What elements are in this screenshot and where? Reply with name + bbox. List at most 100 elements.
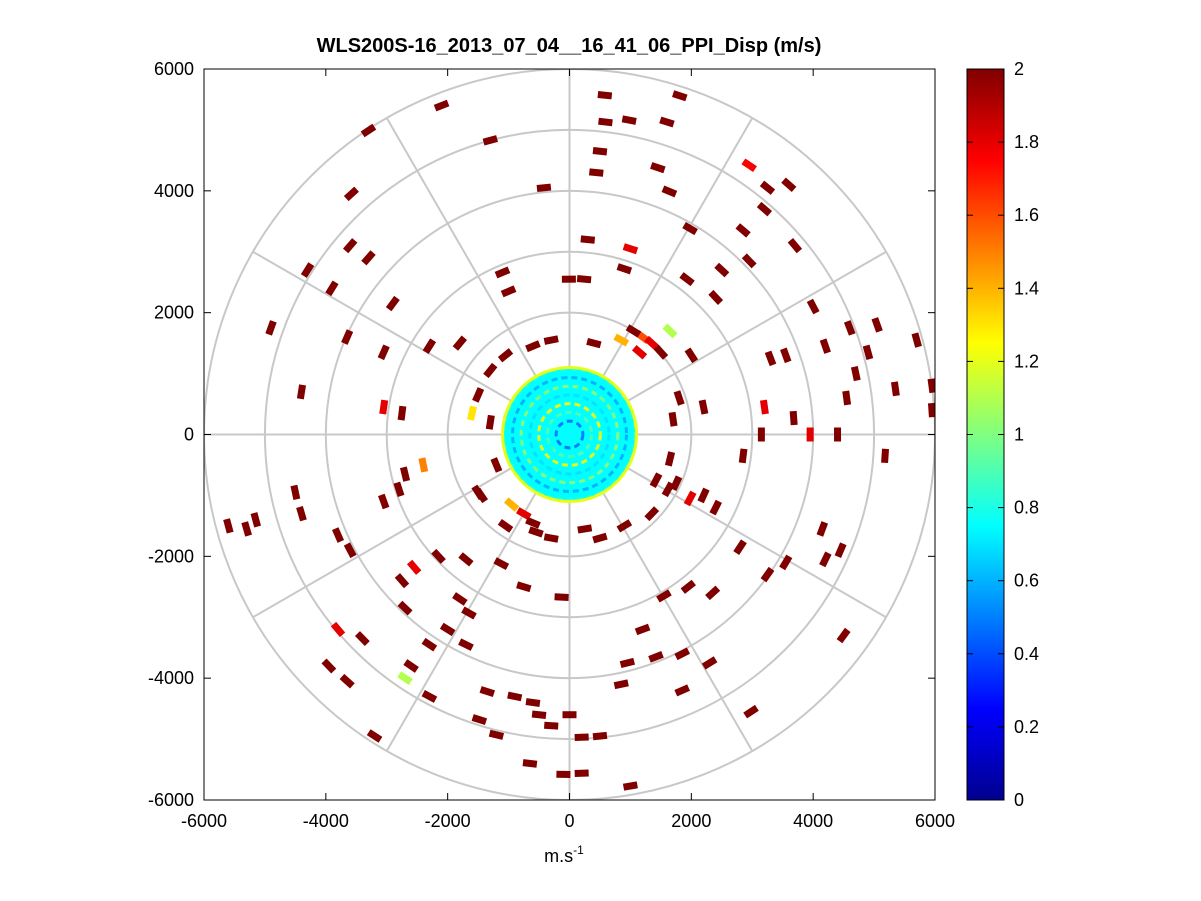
data-gate <box>648 651 664 663</box>
colorbar-tick-label: 0 <box>1014 790 1024 810</box>
data-gate <box>339 673 355 689</box>
data-gate <box>738 448 748 464</box>
data-gate <box>850 366 861 382</box>
data-gate <box>366 729 383 743</box>
data-gate <box>543 335 559 345</box>
data-gate <box>741 253 757 269</box>
colorbar-tick-label: 0.8 <box>1014 498 1039 518</box>
data-gate <box>708 289 724 305</box>
data-gate <box>421 690 438 703</box>
data-gate <box>586 337 602 349</box>
data-gate <box>806 298 820 315</box>
x-tick-label: -2000 <box>425 811 471 831</box>
data-gate <box>680 579 696 594</box>
data-gate <box>300 262 315 278</box>
data-gate <box>927 402 935 418</box>
data-gate <box>497 348 514 363</box>
colorbar <box>966 68 1005 801</box>
data-gate <box>890 381 900 397</box>
data-gate <box>756 201 773 217</box>
data-gate <box>743 704 759 719</box>
data-gate <box>592 147 608 156</box>
data-gate <box>394 573 410 589</box>
data-gate <box>911 332 922 348</box>
data-gate <box>406 559 422 575</box>
data-gate <box>360 123 377 138</box>
data-gate <box>787 238 803 254</box>
center-disc-ring <box>554 419 585 450</box>
data-gate <box>330 621 346 638</box>
data-gate <box>597 90 613 100</box>
data-gate <box>576 275 592 284</box>
colorbar-tick-label: 1.4 <box>1014 278 1039 298</box>
data-gate <box>644 506 660 522</box>
data-gate <box>653 344 669 360</box>
data-gate <box>580 235 596 244</box>
colorbar-tick-label: 0.6 <box>1014 571 1039 591</box>
data-gate <box>431 548 446 564</box>
data-gate <box>265 320 277 336</box>
data-gate <box>598 117 613 127</box>
colorbar-tick-label: 1.2 <box>1014 351 1039 371</box>
data-gate <box>471 484 485 501</box>
data-gate <box>290 484 301 500</box>
data-gate <box>525 516 541 529</box>
data-gate <box>759 180 776 195</box>
data-gate <box>668 411 678 427</box>
y-tick-label: -2000 <box>148 546 194 566</box>
data-gate <box>842 390 852 406</box>
data-gate <box>806 427 814 442</box>
data-gate <box>378 493 390 510</box>
x-axis: -6000 -4000 -2000 0 2000 4000 6000 <box>181 69 955 831</box>
data-gate <box>592 731 608 741</box>
x-axis-label-main: m.s <box>544 846 573 866</box>
data-gate <box>674 647 691 661</box>
data-gate <box>683 490 697 507</box>
colorbar-tick-label: 0.4 <box>1014 644 1039 664</box>
y-tick-label: -6000 <box>148 790 194 810</box>
data-gate <box>709 499 722 516</box>
data-gate <box>616 519 633 533</box>
y-tick-label: 2000 <box>154 303 194 323</box>
data-gate <box>684 347 699 364</box>
data-gate <box>698 399 709 415</box>
data-gate <box>516 507 532 521</box>
data-gate <box>780 347 792 364</box>
data-gate <box>458 638 474 651</box>
data-gate <box>554 593 569 601</box>
data-gate <box>682 222 698 236</box>
x-tick-label: -4000 <box>303 811 349 831</box>
data-gate <box>397 600 413 616</box>
data-gate <box>385 295 400 312</box>
data-gate <box>862 344 874 360</box>
data-gate <box>661 185 678 198</box>
x-tick-label: 0 <box>564 811 574 831</box>
data-gate <box>631 345 648 360</box>
data-gate <box>399 466 411 482</box>
data-gate <box>467 405 477 421</box>
data-gate <box>670 475 683 492</box>
data-gate <box>588 168 604 177</box>
data-gate <box>525 698 541 707</box>
data-gate <box>662 323 678 339</box>
data-gate <box>577 524 593 534</box>
data-gate <box>379 399 389 415</box>
data-gate <box>834 427 842 442</box>
data-gate <box>927 378 935 394</box>
data-gate <box>250 512 261 528</box>
colorbar-tick-label: 1.8 <box>1014 132 1039 152</box>
data-gate <box>650 162 666 174</box>
x-tick-label: 4000 <box>793 811 833 831</box>
data-gate <box>341 329 354 345</box>
data-gate <box>500 285 517 298</box>
data-gate <box>562 711 577 719</box>
data-gate <box>656 589 672 603</box>
center-disc-ring <box>537 402 602 467</box>
data-gate <box>377 344 390 361</box>
data-gate <box>613 679 629 690</box>
data-gate <box>361 250 376 266</box>
data-gate <box>819 551 832 568</box>
data-gate <box>760 566 775 583</box>
data-gate <box>354 631 370 647</box>
data-gate <box>556 770 571 779</box>
